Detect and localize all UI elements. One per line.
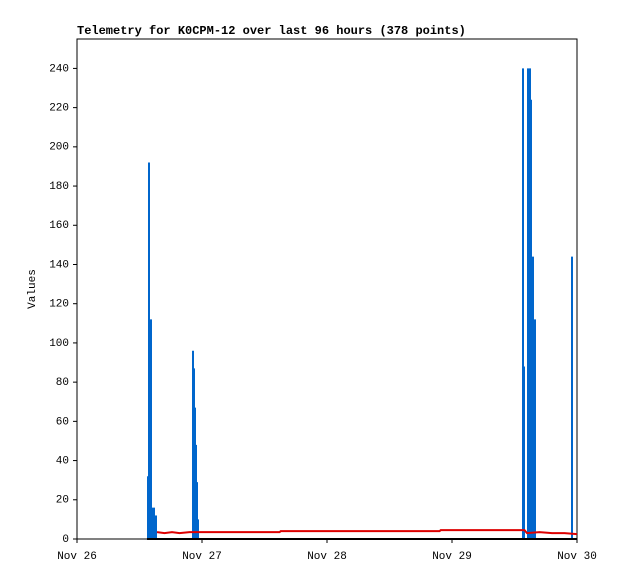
x-tick-label: Nov 27	[182, 551, 222, 563]
x-tick-label: Nov 26	[57, 551, 97, 563]
y-tick-label: 60	[56, 416, 69, 428]
chart-title: Telemetry for K0CPM-12 over last 96 hour…	[77, 24, 466, 38]
x-tick-label: Nov 29	[432, 551, 472, 563]
y-tick-label: 40	[56, 455, 69, 467]
y-axis-label: Values	[27, 269, 39, 309]
y-tick-label: 80	[56, 377, 69, 389]
line	[156, 529, 578, 536]
y-tick-label: 240	[49, 63, 69, 75]
y-tick-label: 180	[49, 181, 69, 193]
y-tick-label: 0	[62, 534, 69, 546]
y-tick-label: 120	[49, 299, 69, 311]
y-tick-label: 160	[49, 220, 69, 232]
y-tick-label: 220	[49, 103, 69, 115]
y-tick-label: 140	[49, 259, 69, 271]
x-tick-label: Nov 30	[557, 551, 597, 563]
y-tick-label: 100	[49, 338, 69, 350]
y-tick-label: 200	[49, 142, 69, 154]
x-tick-label: Nov 28	[307, 551, 347, 563]
y-tick-label: 20	[56, 495, 69, 507]
